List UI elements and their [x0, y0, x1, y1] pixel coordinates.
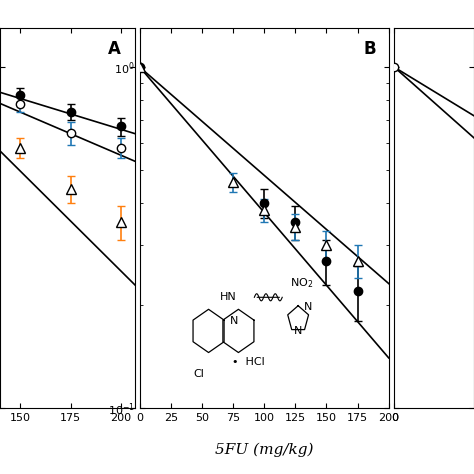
Text: NO$_2$: NO$_2$ — [291, 276, 314, 290]
Text: B: B — [364, 40, 376, 58]
Text: •  HCl: • HCl — [232, 357, 265, 367]
Text: N: N — [230, 316, 238, 326]
Text: N: N — [294, 326, 302, 336]
Text: A: A — [108, 40, 121, 58]
Text: Cl: Cl — [193, 369, 204, 379]
Text: HN: HN — [220, 292, 237, 302]
Text: 5FU (mg/kg): 5FU (mg/kg) — [215, 443, 313, 457]
Text: N: N — [304, 302, 312, 312]
